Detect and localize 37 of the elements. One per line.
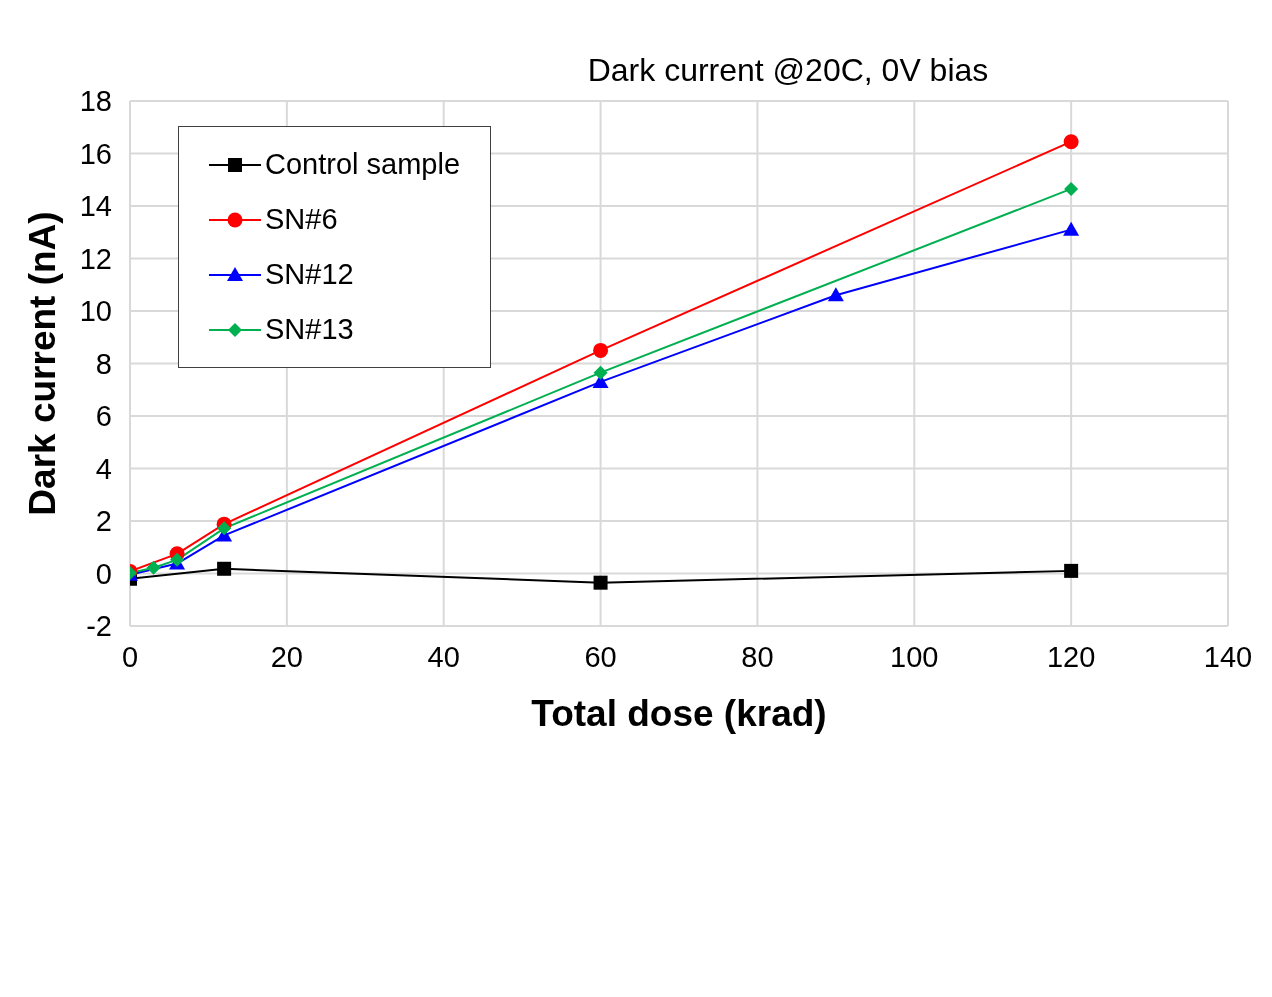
point <box>593 342 609 358</box>
point <box>146 560 161 575</box>
point <box>593 365 608 380</box>
point <box>1063 221 1080 236</box>
y-tick-label: 6 <box>95 400 112 433</box>
legend-label: SN#6 <box>265 203 338 236</box>
y-tick-label: 10 <box>79 295 112 328</box>
x-tick-label: 120 <box>1046 640 1096 673</box>
y-tick-label: 18 <box>79 85 112 118</box>
x-tick-label: 0 <box>121 640 139 673</box>
x-axis-title: Total dose (krad) <box>531 693 827 734</box>
x-tick-label: 140 <box>1203 640 1253 673</box>
legend-label: SN#12 <box>265 258 354 291</box>
y-tick-label: -2 <box>86 610 112 643</box>
y-tick-label: 14 <box>79 190 112 223</box>
point <box>1064 181 1079 196</box>
point <box>217 521 232 536</box>
chart-title: Dark current @20C, 0V bias <box>586 52 990 89</box>
y-tick-label: 16 <box>79 137 112 170</box>
y-tick-label: 8 <box>95 347 112 380</box>
y-tick-label: 4 <box>95 452 112 485</box>
point <box>827 287 844 302</box>
legend-label: SN#13 <box>265 313 354 346</box>
point <box>1063 134 1079 150</box>
x-tick-label: 60 <box>584 640 617 673</box>
y-tick-label: 12 <box>79 242 112 275</box>
y-tick-label: 2 <box>95 505 112 538</box>
x-tick-label: 100 <box>890 640 939 673</box>
x-tick-label: 80 <box>741 640 774 673</box>
x-tick-label: 20 <box>270 640 303 673</box>
point <box>217 561 232 576</box>
y-axis-title: Dark current (nA) <box>22 211 64 516</box>
point <box>593 575 608 590</box>
y-tick-label: 0 <box>95 557 112 590</box>
legend-label: Control sample <box>265 148 461 181</box>
x-tick-label: 40 <box>427 640 460 673</box>
point <box>1064 563 1079 578</box>
